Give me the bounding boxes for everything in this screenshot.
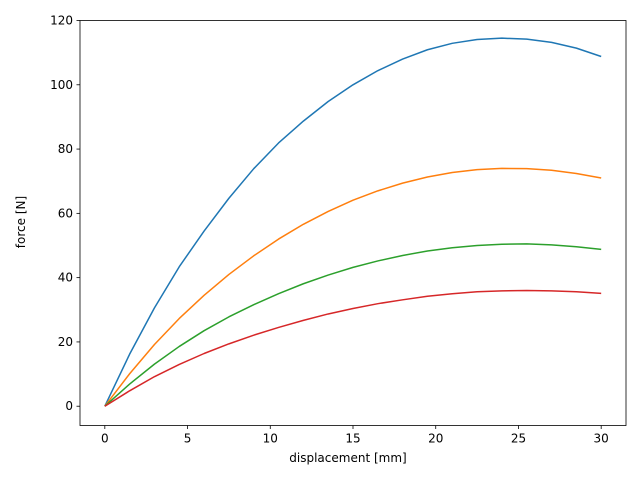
y-tick-label: 40 — [58, 271, 73, 285]
y-tick-label: 20 — [58, 335, 73, 349]
x-tick-label: 20 — [428, 432, 443, 446]
x-tick-label: 25 — [511, 432, 526, 446]
series-line-3 — [104, 243, 602, 407]
series-line-1 — [104, 37, 602, 407]
x-tick-label: 30 — [594, 432, 609, 446]
series-layer — [104, 37, 602, 407]
plot-frame — [79, 20, 627, 426]
series-line-2 — [104, 167, 602, 407]
y-tick-label: 0 — [65, 399, 73, 413]
x-tick-label: 5 — [184, 432, 192, 446]
x-tick-label: 10 — [263, 432, 278, 446]
y-tick-label: 100 — [50, 78, 73, 92]
y-ticks: 0 20 40 60 80 100 120 — [50, 14, 80, 413]
y-tick-label: 120 — [50, 14, 73, 28]
x-tick-label: 0 — [101, 432, 109, 446]
x-ticks: 0 5 10 15 20 25 30 — [101, 425, 609, 446]
x-tick-label: 15 — [345, 432, 360, 446]
y-axis-label: force [N] — [14, 196, 28, 248]
y-tick-label: 80 — [58, 142, 73, 156]
axes — [79, 20, 627, 426]
y-tick-label: 60 — [58, 206, 73, 220]
x-axis-label: displacement [mm] — [289, 451, 406, 465]
series-line-4 — [104, 289, 602, 407]
